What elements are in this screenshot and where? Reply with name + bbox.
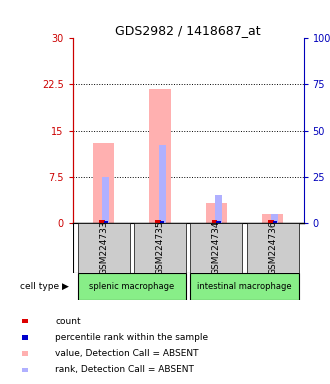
Bar [206, 203, 227, 223]
Bar [272, 214, 278, 223]
Bar [99, 220, 105, 223]
Bar [22, 335, 28, 339]
Text: GSM224735: GSM224735 [155, 220, 164, 275]
Text: rank, Detection Call = ABSENT: rank, Detection Call = ABSENT [55, 365, 194, 374]
Bar [78, 273, 186, 300]
Text: splenic macrophage: splenic macrophage [89, 281, 174, 291]
Bar [159, 145, 166, 223]
Text: cell type ▶: cell type ▶ [20, 281, 69, 291]
Text: GSM224734: GSM224734 [212, 220, 221, 275]
Bar [247, 223, 299, 273]
Bar [22, 319, 28, 323]
Bar [102, 177, 109, 223]
Bar [78, 223, 129, 273]
Text: GSM224736: GSM224736 [268, 220, 277, 275]
Bar [262, 214, 283, 223]
Bar [134, 223, 186, 273]
Bar [212, 220, 217, 223]
Title: GDS2982 / 1418687_at: GDS2982 / 1418687_at [115, 24, 261, 37]
Text: intestinal macrophage: intestinal macrophage [197, 281, 292, 291]
Text: percentile rank within the sample: percentile rank within the sample [55, 333, 208, 342]
Bar [104, 221, 108, 223]
Bar [190, 273, 299, 300]
Bar [160, 221, 164, 223]
Text: value, Detection Call = ABSENT: value, Detection Call = ABSENT [55, 349, 199, 358]
Bar [273, 221, 277, 223]
Bar [149, 89, 171, 223]
Bar [22, 351, 28, 356]
Bar [155, 220, 161, 223]
Bar [216, 221, 221, 223]
Bar [22, 367, 28, 372]
Bar [93, 143, 114, 223]
Bar [268, 220, 274, 223]
Bar [190, 223, 242, 273]
Bar [215, 195, 222, 223]
Text: GSM224733: GSM224733 [99, 220, 108, 275]
Text: count: count [55, 317, 81, 326]
